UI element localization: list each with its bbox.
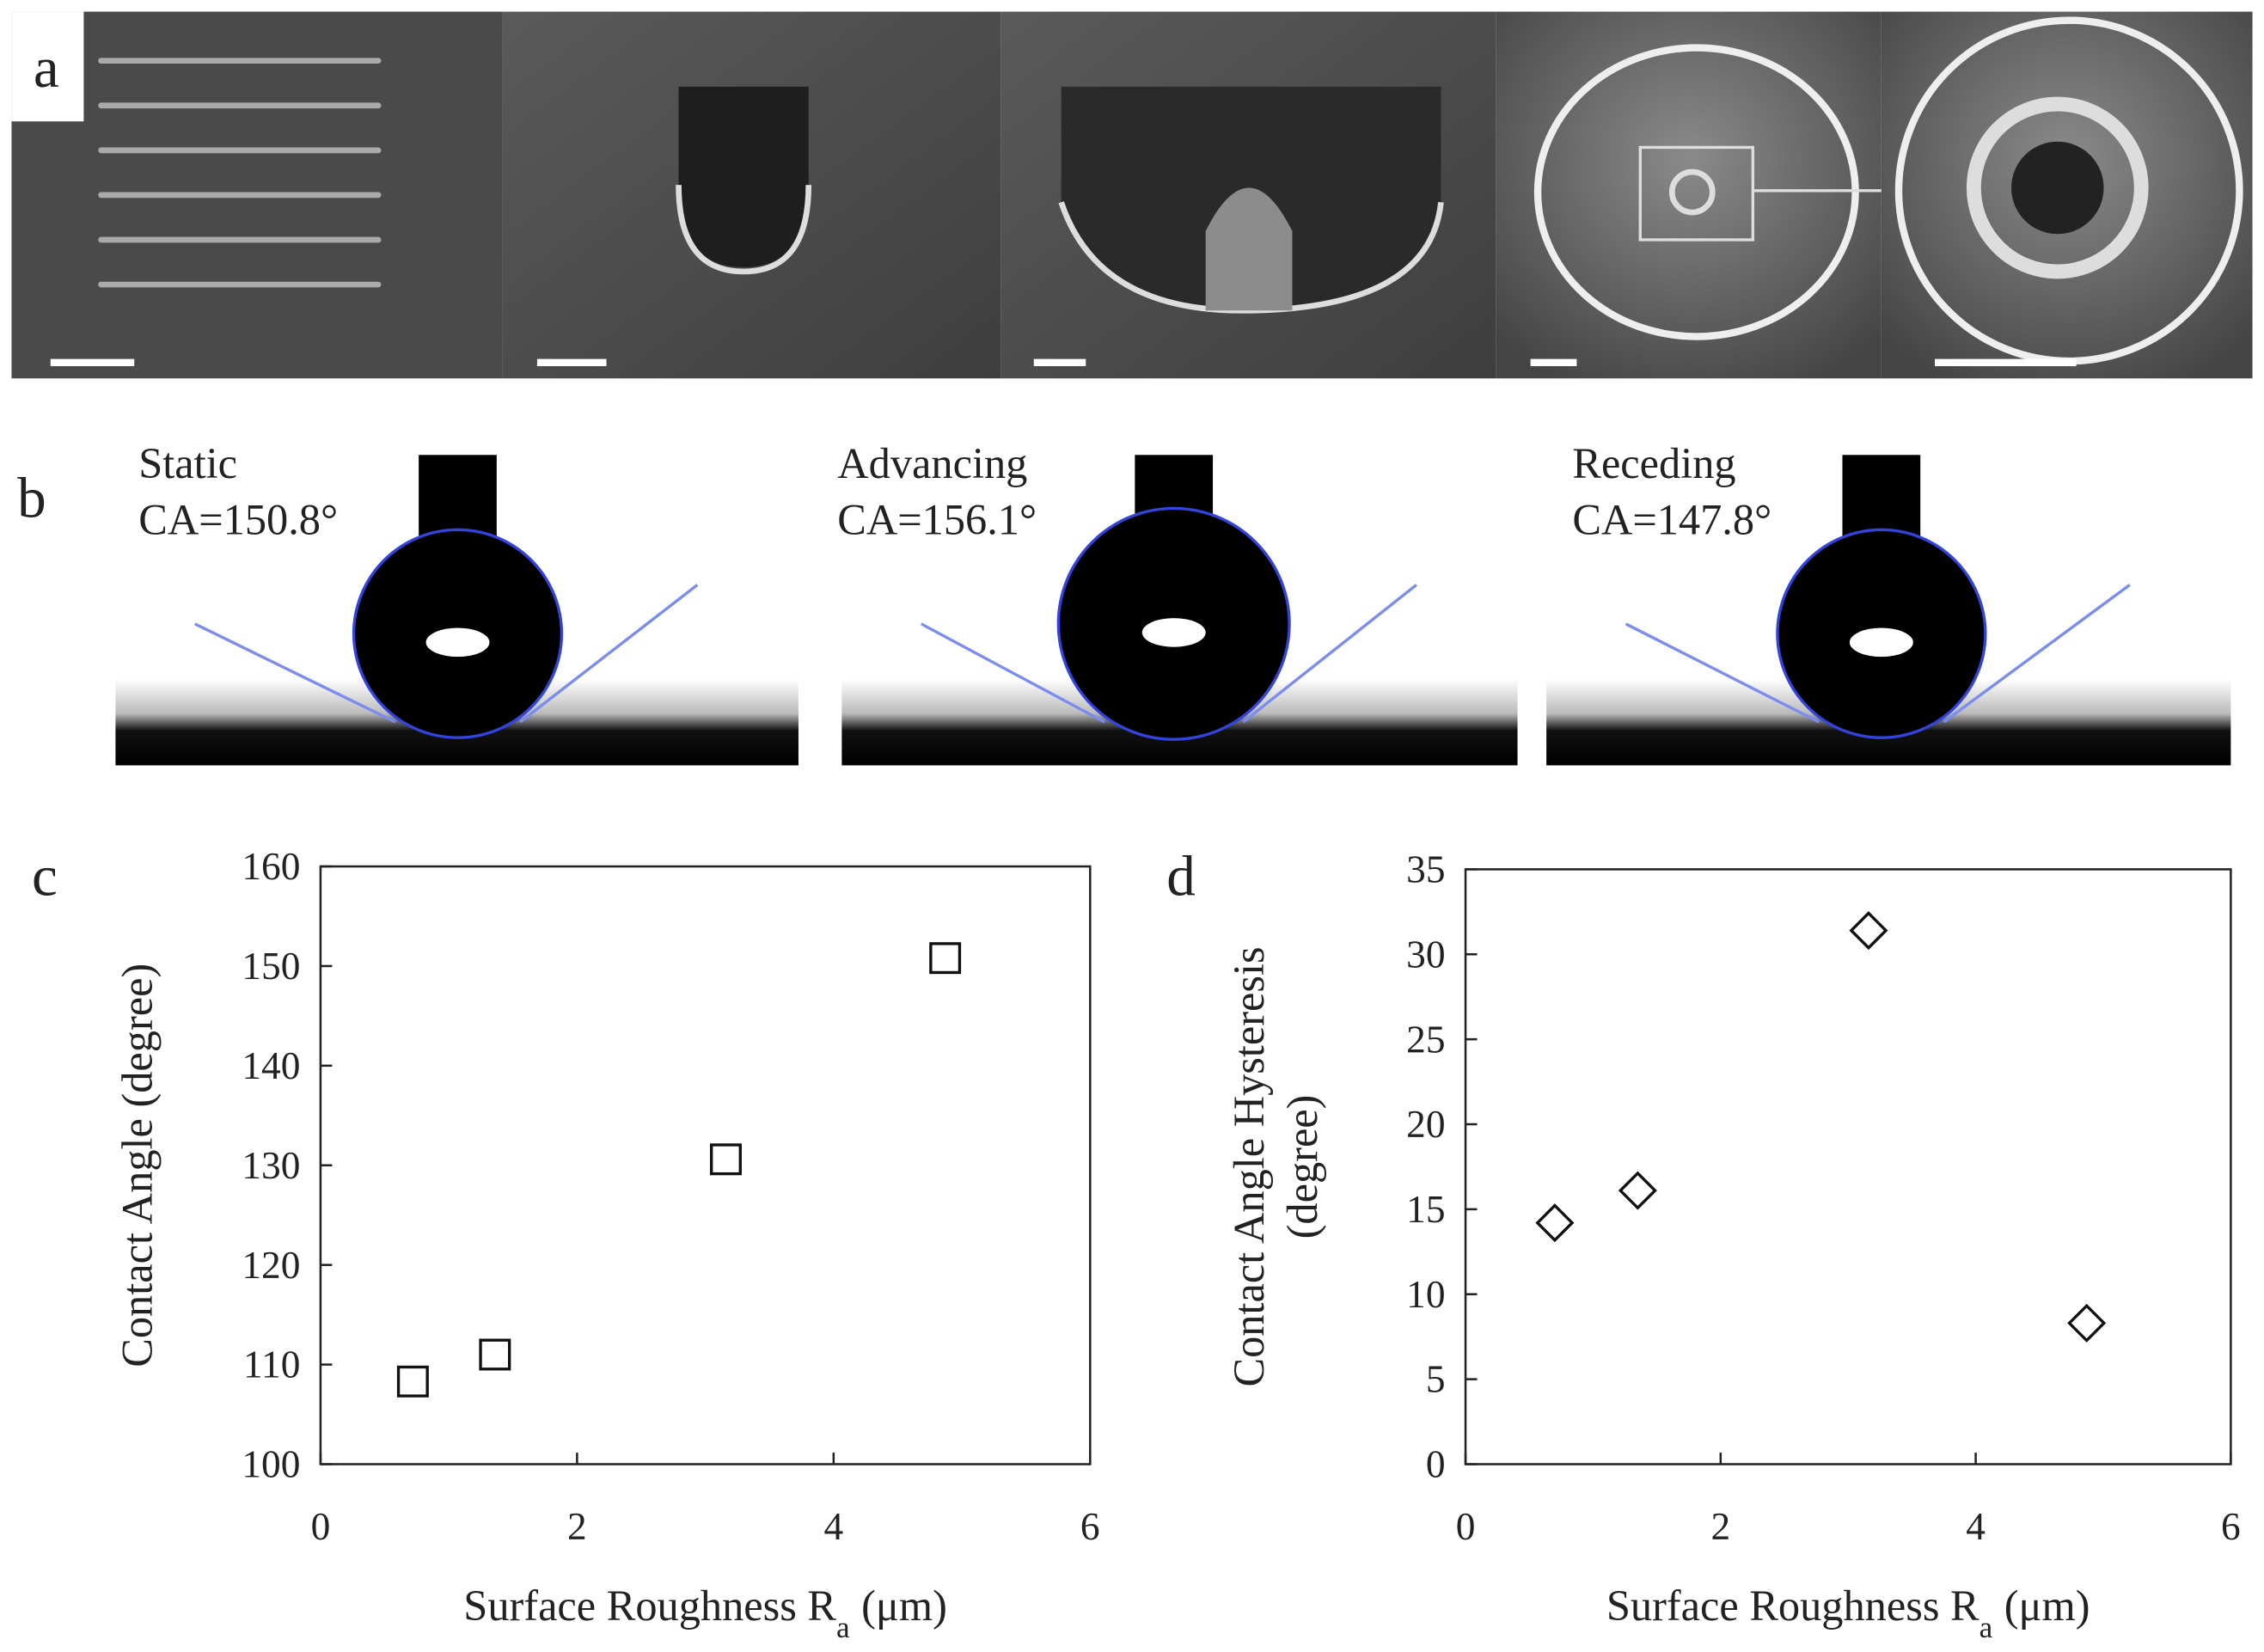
x-axis-label-text: Surface Roughness R [463, 1582, 836, 1630]
data-point [1535, 1203, 1575, 1243]
y-tick-label: 110 [243, 1343, 300, 1386]
y-tick-label: 10 [1406, 1273, 1445, 1316]
sem-image [1496, 11, 1882, 379]
tangent [1625, 622, 1820, 724]
tangent [920, 622, 1105, 724]
y-tick-label: 160 [242, 845, 300, 888]
x-tick-label: 4 [823, 1505, 843, 1548]
y-tick-label: 130 [242, 1144, 300, 1187]
panel-label: c [32, 844, 58, 909]
contact-angle: CA=147.8° [1572, 496, 1771, 544]
y-tick-label: 35 [1406, 848, 1445, 891]
reflection [1849, 627, 1913, 658]
x-tick-label: 2 [1710, 1505, 1730, 1548]
reflection [425, 627, 490, 658]
data-point [396, 1365, 429, 1398]
x-axis-label-text: Surface Roughness R [1606, 1582, 1979, 1630]
droplet-panels: Static CA=150.8° Advancing CA=156.1° Recedin… [115, 439, 2231, 766]
tangent [1943, 584, 2131, 724]
x-axis-label: Surface Roughness Ra (μm) [463, 1582, 947, 1644]
x-tick-label: 2 [567, 1505, 587, 1548]
y-tick-label: 0 [1426, 1443, 1446, 1486]
y-axis-label: Contact Angle (degree) [113, 964, 161, 1367]
y-tick-label: 30 [1406, 933, 1445, 976]
tangent [1242, 584, 1417, 724]
plot-frame [319, 865, 1092, 1465]
tangent [194, 622, 396, 724]
y-tick-label: 120 [242, 1244, 300, 1287]
data-point [710, 1143, 742, 1176]
panel-label: a [34, 35, 59, 100]
y-axis-label: (degree) [1278, 1095, 1326, 1239]
data-point [2067, 1303, 2107, 1343]
y-tick-label: 20 [1406, 1103, 1445, 1146]
y-tick-label: 100 [242, 1443, 300, 1486]
y-axis-label: Contact Angle Hysteresis [1225, 946, 1273, 1386]
y-tick-label: 5 [1426, 1358, 1446, 1401]
data-point [929, 942, 962, 975]
y-tick-label: 140 [242, 1044, 300, 1087]
tangent [519, 584, 699, 724]
y-tick-label: 15 [1406, 1188, 1445, 1231]
x-axis-label: Surface Roughness Ra (μm) [1606, 1582, 2090, 1644]
x-tick-label: 0 [1456, 1505, 1476, 1548]
data-point [479, 1338, 511, 1371]
x-axis-label-unit: (μm) [861, 1582, 947, 1630]
droplet-name: Receding [1572, 439, 1735, 487]
contact-angle: CA=156.1° [837, 496, 1037, 544]
sem-images [11, 11, 2253, 379]
contact-angle: CA=150.8° [138, 496, 338, 544]
x-axis-label-unit: (μm) [2004, 1582, 2090, 1630]
reflection [1141, 618, 1206, 647]
data-point [1618, 1171, 1657, 1210]
x-axis-label-subscript: a [836, 1610, 850, 1643]
y-tick-label: 25 [1406, 1018, 1445, 1061]
data-point [1849, 911, 1888, 951]
x-axis-label-subscript: a [1979, 1610, 1993, 1643]
y-tick-label: 150 [242, 945, 300, 988]
x-tick-label: 4 [1966, 1505, 1986, 1548]
x-tick-label: 6 [2221, 1505, 2241, 1548]
panel-label: d [1166, 844, 1196, 909]
plot-frame [1464, 868, 2232, 1465]
x-tick-label: 6 [1080, 1505, 1100, 1548]
x-tick-label: 0 [311, 1505, 331, 1548]
panel-label: b [17, 466, 46, 530]
droplet-name: Static [138, 439, 237, 487]
droplet-name: Advancing [837, 439, 1027, 487]
